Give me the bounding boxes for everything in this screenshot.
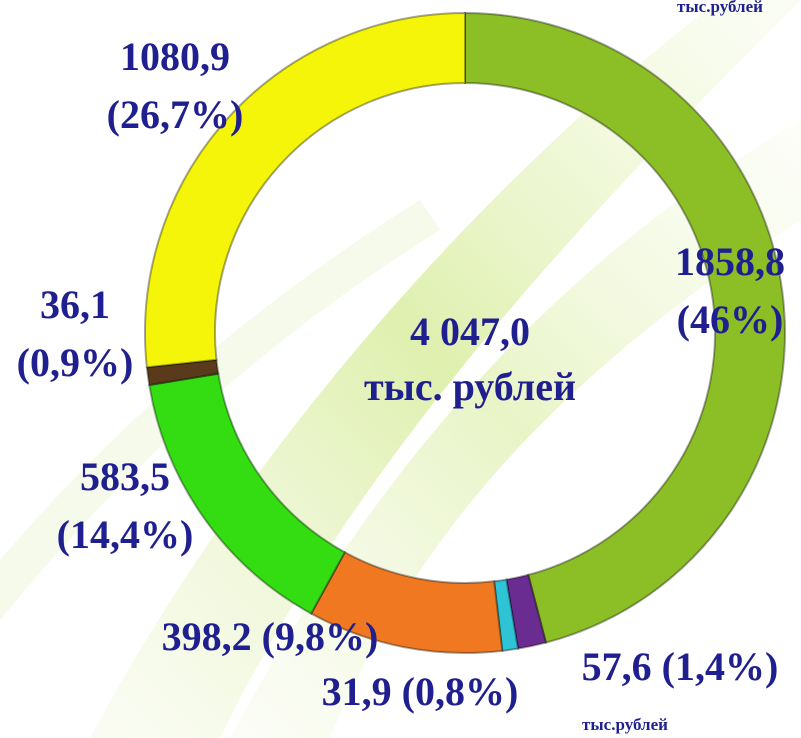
value-label: 31,9 [322,669,392,714]
data-label: 57,6(1,4%) [582,644,779,689]
value-label: 36,1 [40,282,110,327]
value-label: 1080,9 [120,34,230,79]
percent-label: (0,8%) [402,669,519,714]
chart: 4 047,0 тыс. рублей тыс.рублей тыс.рубле… [0,0,801,738]
percent-label: (14,4%) [57,512,194,557]
value-label: 583,5 [80,454,170,499]
data-label: 398,2(9,8%) [162,614,379,659]
percent-label: (9,8%) [262,614,379,659]
data-label: 31,9(0,8%) [322,669,519,714]
percent-label: (46%) [677,297,784,342]
value-label: 398,2 [162,614,252,659]
percent-label: (0,9%) [17,340,134,385]
data-label: 1080,9 (26,7%) [107,34,244,137]
data-label: 36,1 (0,9%) [17,282,134,385]
total-unit: тыс. рублей [364,364,576,409]
unit-note: тыс.рублей [582,715,668,734]
total-label: 4 047,0 [410,309,530,354]
percent-label: (26,7%) [107,92,244,137]
percent-label: (1,4%) [662,644,779,689]
value-label: 57,6 [582,644,652,689]
value-label: 1858,8 [675,239,785,284]
unit-note: тыс.рублей [677,0,763,16]
